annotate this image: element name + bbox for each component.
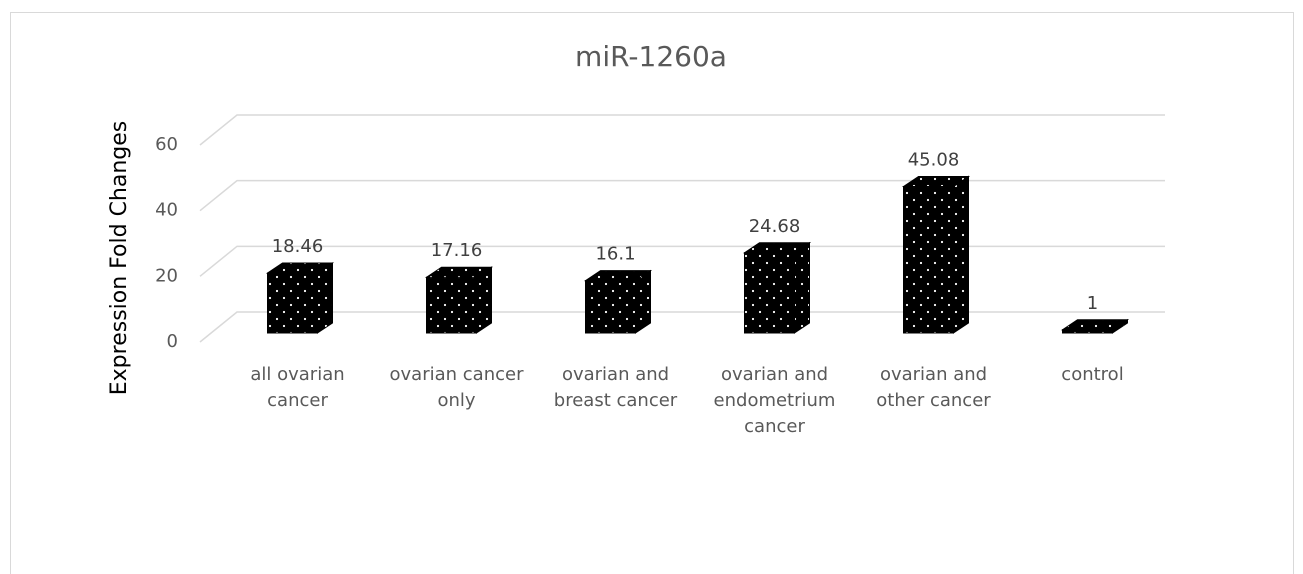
bar-top xyxy=(1060,319,1130,331)
bar-front xyxy=(267,272,318,334)
grid-line xyxy=(199,311,1165,343)
x-tick-label: ovarian and breast cancer xyxy=(553,364,678,411)
bar-top xyxy=(742,242,812,254)
bar xyxy=(742,241,812,334)
bar-top xyxy=(583,270,653,282)
data-label: 45.08 xyxy=(908,149,960,170)
bar-side xyxy=(794,241,810,334)
y-axis-title: Expression Fold Changes xyxy=(107,121,132,396)
bar-front xyxy=(903,185,954,334)
bar-top xyxy=(901,175,971,187)
x-tick-label: ovarian and endometrium cancer xyxy=(713,364,836,437)
bar-side xyxy=(476,266,492,334)
bar-front xyxy=(426,276,477,334)
chart-frame xyxy=(10,12,1294,574)
x-tick-label: control xyxy=(1061,364,1124,385)
y-tick-label: 0 xyxy=(167,331,178,352)
grid-line xyxy=(199,179,1165,212)
chart-title: miR-1260a xyxy=(575,40,727,73)
bar-side xyxy=(953,175,969,334)
x-tick-label: ovarian cancer only xyxy=(389,364,524,411)
bar-side xyxy=(317,262,333,334)
bar xyxy=(265,262,335,334)
bar xyxy=(583,269,653,334)
data-label: 24.68 xyxy=(749,216,801,237)
bar xyxy=(424,266,494,334)
y-tick-label: 40 xyxy=(155,200,178,221)
bar xyxy=(1060,318,1130,334)
data-label: 16.1 xyxy=(595,244,635,265)
bar-front xyxy=(585,280,636,334)
bar-front xyxy=(744,252,795,334)
grid-line xyxy=(199,245,1165,277)
bar xyxy=(901,175,971,334)
bar-top xyxy=(424,266,494,278)
data-label: 1 xyxy=(1087,293,1098,314)
data-label: 17.16 xyxy=(431,240,483,261)
grid-line xyxy=(199,114,1165,146)
bar-side xyxy=(635,269,651,334)
data-label: 18.46 xyxy=(272,236,324,257)
y-tick-label: 60 xyxy=(155,134,178,155)
bar-top xyxy=(265,262,335,274)
x-tick-label: ovarian and other cancer xyxy=(876,364,991,411)
y-tick-label: 20 xyxy=(155,265,178,286)
x-tick-label: all ovarian cancer xyxy=(250,364,345,411)
